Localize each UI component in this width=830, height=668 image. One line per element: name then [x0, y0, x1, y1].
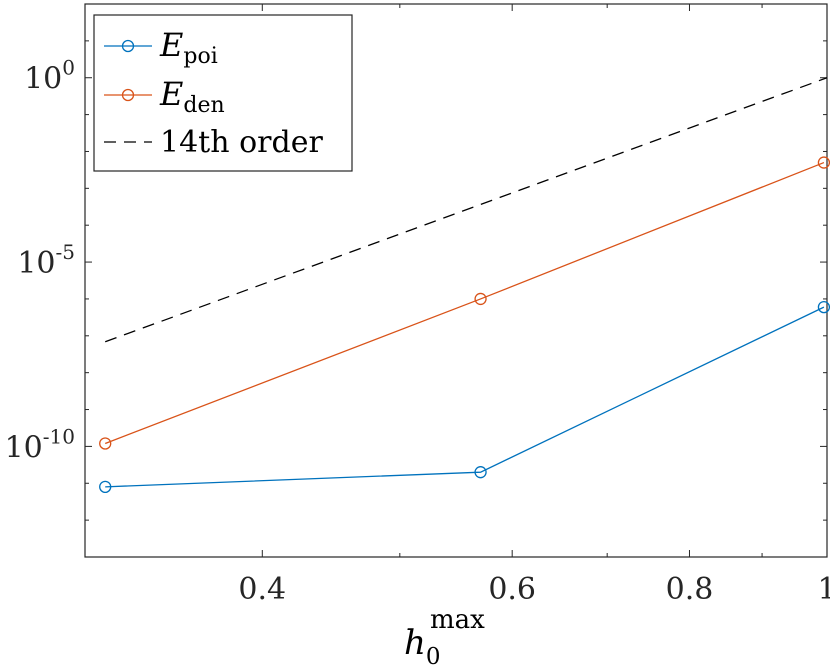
y-tick-exponent: 0	[62, 56, 75, 80]
legend-label-base: E	[159, 26, 183, 64]
legend-label-1: Eden	[159, 75, 225, 118]
data-point-0-1	[474, 466, 487, 479]
legend-label-subscript: poi	[183, 44, 217, 69]
data-point-1-0	[99, 437, 112, 450]
y-tick-exponent: -10	[43, 424, 75, 448]
x-tick-label: 1	[817, 572, 830, 607]
x-axis-label: h0 max	[404, 605, 485, 668]
legend-box	[93, 14, 353, 172]
legend-label-subscript: den	[183, 93, 224, 118]
series-line-0	[105, 306, 825, 488]
data-point-1-1	[474, 292, 487, 306]
x-label-subscript: 0	[426, 644, 441, 668]
series-markers	[99, 156, 830, 493]
y-tick-base: 10	[17, 246, 55, 281]
y-tick-exponent: -5	[56, 240, 75, 264]
x-tick-label: 0.6	[488, 572, 536, 607]
y-tick-base: 10	[5, 430, 43, 465]
data-point-0-0	[99, 480, 112, 493]
y-tick-label: 10-5	[17, 240, 75, 281]
series-line-2	[104, 77, 828, 343]
x-tick-labels: 0.4 0.6 0.8 1	[238, 572, 830, 607]
y-tick-label: 100	[24, 56, 75, 97]
x-label-base: h	[404, 623, 426, 663]
ticks	[84, 3, 828, 558]
data-point-0-2	[817, 300, 830, 314]
legend-label-2: 14th order	[160, 125, 323, 160]
legend-label-0: Epoi	[159, 26, 218, 69]
y-tick-base: 10	[24, 62, 62, 97]
data-point-1-2	[817, 156, 830, 169]
y-tick-label: 10-10	[5, 424, 75, 465]
legend-label-base: E	[159, 75, 183, 113]
x-label-superscript: max	[430, 605, 485, 635]
x-tick-label: 0.8	[666, 572, 714, 607]
series-line-1	[104, 161, 825, 445]
legend-marker-1	[121, 88, 135, 102]
legend-marker-0	[121, 39, 135, 53]
x-axis-label-text: h0 max	[404, 605, 485, 668]
series-lines	[104, 77, 828, 488]
x-tick-label: 0.4	[238, 572, 286, 607]
legend-label-text: 14th order	[160, 125, 323, 160]
